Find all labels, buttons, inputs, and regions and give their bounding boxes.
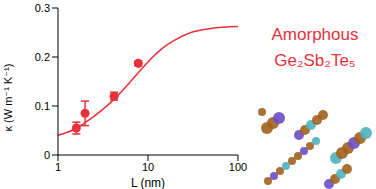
svg-text:κ (W m⁻¹ K⁻¹): κ (W m⁻¹ K⁻¹) (8, 64, 14, 132)
svg-text:1: 1 (55, 161, 61, 173)
svg-text:L (nm): L (nm) (131, 176, 165, 189)
svg-text:0.3: 0.3 (35, 2, 50, 14)
svg-text:0.1: 0.1 (35, 100, 50, 112)
svg-text:100: 100 (229, 161, 247, 173)
svg-text:Amorphous: Amorphous (272, 25, 359, 44)
svg-text:0: 0 (44, 149, 50, 161)
svg-text:10: 10 (142, 161, 154, 173)
svg-text:Ge₂Sb₂Te₅: Ge₂Sb₂Te₅ (274, 51, 355, 70)
svg-text:0.2: 0.2 (35, 51, 50, 63)
